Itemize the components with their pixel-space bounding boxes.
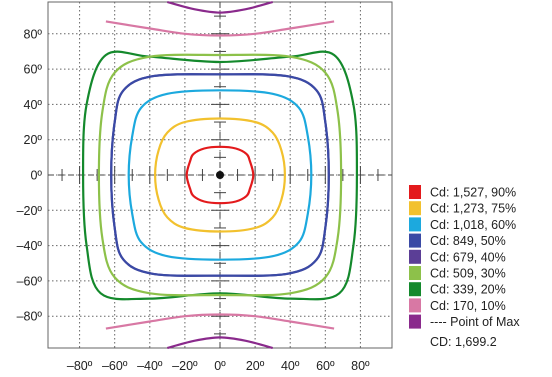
x-tick-label: 0º	[214, 359, 226, 373]
y-tick-label: 40º	[24, 98, 43, 112]
legend-label-4: Cd: 679, 40%	[430, 250, 506, 264]
x-tick-label: 60º	[316, 359, 335, 373]
legend-label-5: Cd: 509, 30%	[430, 267, 506, 281]
x-tick-label: 80º	[351, 359, 370, 373]
legend-swatch-5	[409, 266, 421, 280]
legend-swatch-6	[409, 282, 421, 297]
legend-swatch-4	[409, 249, 421, 264]
isocandela-curve-8-1	[167, 336, 273, 350]
legend-label-3: Cd: 849, 50%	[430, 234, 506, 248]
isocandela-curve-5	[97, 53, 343, 297]
y-tick-label: –60º	[17, 274, 43, 288]
isocandela-curve-7-1	[105, 313, 335, 330]
isocandela-curve-7-0	[105, 20, 335, 37]
max-point-marker-group	[216, 171, 224, 179]
legend-swatch-7	[409, 298, 421, 313]
isocandela-curves	[81, 0, 359, 350]
isocandela-curve-2	[127, 89, 313, 261]
x-tick-label: –40º	[137, 359, 163, 373]
y-tick-label: –40º	[17, 239, 43, 253]
legend-swatch-3	[409, 233, 421, 248]
legend-swatch-0	[409, 185, 421, 199]
legend-label-7: Cd: 170, 10%	[430, 299, 506, 313]
isocandela-curve-8-0	[167, 0, 273, 14]
legend-label-0: Cd: 1,527, 90%	[430, 186, 516, 200]
x-tick-label: 40º	[281, 359, 300, 373]
y-tick-label: 60º	[24, 63, 43, 77]
legend-label-8: ---- Point of Max	[430, 315, 520, 329]
y-tick-label: –20º	[17, 204, 43, 218]
y-tick-label: 80º	[24, 27, 43, 41]
legend-label-1: Cd: 1,273, 75%	[430, 202, 516, 216]
x-tick-label: –20º	[172, 359, 198, 373]
y-tick-label: –80º	[17, 310, 43, 324]
legend-swatch-2	[409, 217, 421, 232]
legend-label-2: Cd: 1,018, 60%	[430, 218, 516, 232]
x-tick-label: –60º	[102, 359, 128, 373]
legend-label-6: Cd: 339, 20%	[430, 283, 506, 297]
y-tick-label: 20º	[24, 133, 43, 147]
point-of-max-marker	[216, 171, 224, 179]
isocandela-curve-0	[185, 145, 255, 205]
x-tick-label: 20º	[246, 359, 265, 373]
legend-swatch-8	[409, 314, 421, 329]
legend: CD: 1,699.2 Cd: 1,527, 90% Cd: 1,273, 75%…	[409, 185, 520, 349]
x-tick-label: –80º	[67, 359, 93, 373]
y-tick-label: 0º	[30, 169, 42, 183]
isocandela-curve-1	[153, 117, 287, 233]
tick-labels: –80º –60º –40º –20º 0º 20º 40º 60º 80º 80º 60º 40º 2…	[17, 27, 370, 373]
isocandela-curve-3	[110, 73, 330, 277]
legend-swatch-1	[409, 201, 421, 216]
isocandela-curve-6	[81, 50, 359, 301]
legend-footer: CD: 1,699.2	[430, 335, 497, 349]
